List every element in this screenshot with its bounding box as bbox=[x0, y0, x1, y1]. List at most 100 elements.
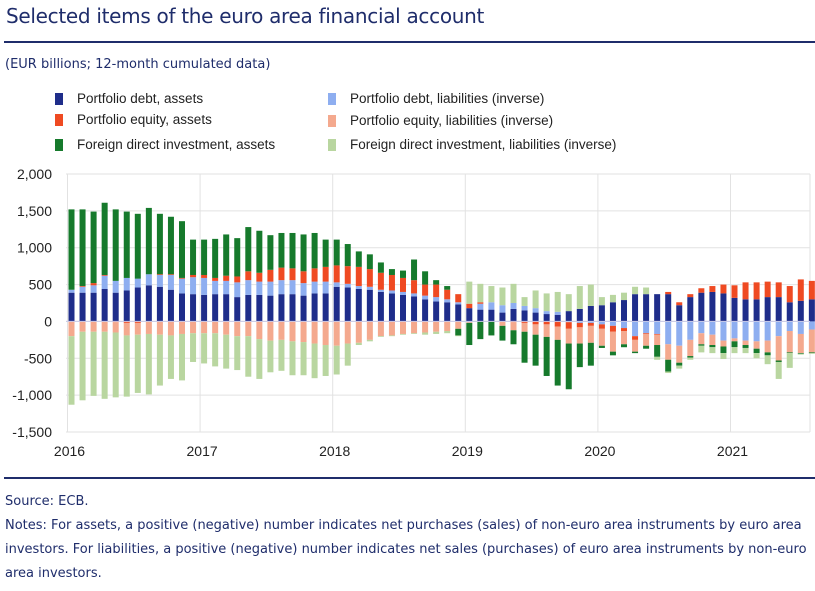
bar-segment-foreign-direct-investment-liabilities-inverse bbox=[720, 353, 727, 360]
bar-segment-portfolio-equity-liabilities-inverse bbox=[234, 321, 241, 337]
bar-segment-foreign-direct-investment-assets bbox=[654, 345, 661, 357]
bar-segment-foreign-direct-investment-liabilities-inverse bbox=[488, 286, 495, 303]
bar-segment-portfolio-debt-liabilities-inverse bbox=[643, 321, 650, 334]
bar-segment-portfolio-debt-assets bbox=[455, 304, 462, 322]
bar-segment-portfolio-equity-liabilities-inverse bbox=[609, 331, 616, 352]
bar-segment-foreign-direct-investment-assets bbox=[808, 352, 815, 354]
x-tick-label: 2021 bbox=[717, 443, 748, 459]
y-tick-label: 500 bbox=[29, 277, 53, 293]
bar-segment-foreign-direct-investment-liabilities-inverse bbox=[532, 290, 539, 309]
bar-segment-portfolio-debt-liabilities-inverse bbox=[256, 281, 263, 295]
bar-segment-foreign-direct-investment-assets bbox=[477, 321, 484, 340]
bar-segment-portfolio-equity-liabilities-inverse bbox=[422, 321, 429, 333]
bar-segment-portfolio-equity-liabilities-inverse bbox=[598, 328, 605, 346]
bar-segment-portfolio-equity-liabilities-inverse bbox=[223, 321, 230, 335]
bar-segment-portfolio-equity-assets bbox=[753, 282, 760, 300]
bar-segment-portfolio-equity-assets bbox=[223, 275, 230, 281]
bar-segment-foreign-direct-investment-assets bbox=[444, 286, 451, 290]
bar-segment-foreign-direct-investment-liabilities-inverse bbox=[167, 335, 174, 379]
bar-segment-portfolio-equity-assets bbox=[433, 284, 440, 298]
bar-segment-foreign-direct-investment-assets bbox=[212, 238, 219, 278]
bar-segment-portfolio-debt-assets bbox=[521, 310, 528, 322]
bar-segment-portfolio-debt-liabilities-inverse bbox=[68, 289, 75, 293]
bar-segment-foreign-direct-investment-assets bbox=[499, 325, 506, 341]
bar-segment-foreign-direct-investment-liabilities-inverse bbox=[565, 294, 572, 312]
bar-segment-foreign-direct-investment-liabilities-inverse bbox=[554, 291, 561, 312]
bar-segment-foreign-direct-investment-assets bbox=[731, 341, 738, 348]
bar-segment-portfolio-equity-liabilities-inverse bbox=[190, 321, 197, 334]
bar-segment-foreign-direct-investment-assets bbox=[621, 344, 627, 348]
bar-segment-foreign-direct-investment-assets bbox=[123, 211, 130, 278]
bar-segment-portfolio-equity-assets bbox=[609, 325, 616, 332]
bar-segment-portfolio-debt-liabilities-inverse bbox=[764, 321, 771, 341]
bar-segment-foreign-direct-investment-assets bbox=[145, 207, 152, 275]
bar-segment-foreign-direct-investment-liabilities-inverse bbox=[576, 286, 583, 309]
bar-segment-portfolio-equity-assets bbox=[587, 322, 594, 326]
bar-segment-portfolio-debt-assets bbox=[477, 309, 484, 322]
bar-segment-foreign-direct-investment-liabilities-inverse bbox=[68, 336, 75, 405]
legend-item-fdi-liabilities: Foreign direct investment, liabilities (… bbox=[328, 137, 616, 152]
bar-segment-foreign-direct-investment-assets bbox=[687, 356, 694, 358]
bar-segment-foreign-direct-investment-liabilities-inverse bbox=[477, 283, 484, 303]
bar-segment-portfolio-debt-assets bbox=[123, 290, 130, 322]
bar-segment-portfolio-debt-liabilities-inverse bbox=[344, 283, 351, 288]
legend-label: Portfolio debt, assets bbox=[77, 91, 204, 106]
bar-segment-foreign-direct-investment-liabilities-inverse bbox=[521, 297, 528, 306]
bar-segment-foreign-direct-investment-liabilities-inverse bbox=[510, 283, 517, 303]
bar-segment-foreign-direct-investment-assets bbox=[521, 331, 528, 363]
bar-segment-portfolio-equity-assets bbox=[289, 268, 296, 281]
legend-label: Portfolio debt, liabilities (inverse) bbox=[350, 91, 545, 106]
bar-segment-portfolio-equity-assets bbox=[256, 272, 263, 282]
bar-segment-portfolio-debt-assets bbox=[609, 302, 616, 322]
bar-segment-portfolio-debt-liabilities-inverse bbox=[112, 280, 119, 293]
bar-segment-portfolio-equity-assets bbox=[565, 322, 572, 329]
bar-segment-portfolio-debt-assets bbox=[764, 297, 771, 322]
x-tick-label: 2017 bbox=[187, 443, 218, 459]
bar-segment-foreign-direct-investment-liabilities-inverse bbox=[433, 331, 440, 334]
bar-segment-portfolio-debt-assets bbox=[698, 292, 705, 322]
bar-segment-portfolio-debt-assets bbox=[201, 294, 208, 322]
legend-item-fdi-assets: Foreign direct investment, assets bbox=[55, 137, 275, 152]
bar-segment-portfolio-equity-liabilities-inverse bbox=[212, 321, 219, 334]
bar-segment-foreign-direct-investment-assets bbox=[676, 362, 683, 366]
bar-segment-portfolio-debt-liabilities-inverse bbox=[654, 321, 661, 334]
bar-segment-portfolio-equity-liabilities-inverse bbox=[720, 340, 727, 347]
bar-segment-portfolio-equity-assets bbox=[101, 274, 108, 276]
bar-segment-portfolio-debt-assets bbox=[543, 314, 550, 322]
bar-segment-portfolio-equity-liabilities-inverse bbox=[587, 325, 594, 343]
bar-segment-foreign-direct-investment-liabilities-inverse bbox=[201, 333, 208, 364]
bar-segment-foreign-direct-investment-assets bbox=[278, 232, 285, 268]
bar-segment-foreign-direct-investment-liabilities-inverse bbox=[676, 365, 683, 369]
bar-segment-foreign-direct-investment-liabilities-inverse bbox=[698, 345, 705, 353]
bar-segment-foreign-direct-investment-liabilities-inverse bbox=[79, 331, 86, 401]
bar-segment-foreign-direct-investment-assets bbox=[156, 213, 163, 275]
bar-segment-portfolio-debt-liabilities-inverse bbox=[532, 308, 539, 313]
bar-segment-foreign-direct-investment-liabilities-inverse bbox=[355, 342, 362, 346]
bar-segment-foreign-direct-investment-assets bbox=[400, 270, 406, 278]
bar-segment-foreign-direct-investment-liabilities-inverse bbox=[411, 333, 418, 334]
bar-segment-portfolio-debt-liabilities-inverse bbox=[123, 277, 130, 291]
bar-segment-foreign-direct-investment-assets bbox=[422, 271, 429, 285]
bar-segment-foreign-direct-investment-liabilities-inverse bbox=[786, 353, 793, 368]
bar-segment-portfolio-equity-assets bbox=[654, 333, 661, 335]
bar-segment-portfolio-debt-assets bbox=[444, 302, 451, 322]
bar-segment-portfolio-debt-liabilities-inverse bbox=[212, 280, 219, 295]
bar-segment-portfolio-debt-liabilities-inverse bbox=[433, 297, 440, 302]
bar-segment-portfolio-debt-liabilities-inverse bbox=[720, 321, 727, 341]
bar-segment-foreign-direct-investment-liabilities-inverse bbox=[687, 357, 694, 360]
bar-segment-portfolio-debt-assets bbox=[621, 300, 627, 322]
footer-rule bbox=[4, 477, 815, 479]
bar-segment-portfolio-equity-liabilities-inverse bbox=[455, 321, 462, 329]
bar-segment-portfolio-debt-liabilities-inverse bbox=[455, 302, 462, 305]
bar-segment-foreign-direct-investment-liabilities-inverse bbox=[145, 333, 152, 395]
bar-segment-portfolio-equity-liabilities-inverse bbox=[134, 322, 141, 335]
bar-segment-foreign-direct-investment-assets bbox=[698, 344, 705, 346]
bar-segment-portfolio-debt-assets bbox=[709, 291, 716, 322]
bar-segment-portfolio-debt-liabilities-inverse bbox=[587, 321, 594, 323]
bar-segment-portfolio-debt-liabilities-inverse bbox=[167, 274, 174, 290]
bar-segment-foreign-direct-investment-liabilities-inverse bbox=[212, 333, 219, 367]
bar-segment-portfolio-debt-liabilities-inverse bbox=[366, 286, 373, 290]
bar-segment-foreign-direct-investment-liabilities-inverse bbox=[311, 343, 318, 379]
bar-segment-portfolio-equity-assets bbox=[632, 336, 639, 340]
bar-segment-portfolio-equity-assets bbox=[179, 277, 185, 279]
